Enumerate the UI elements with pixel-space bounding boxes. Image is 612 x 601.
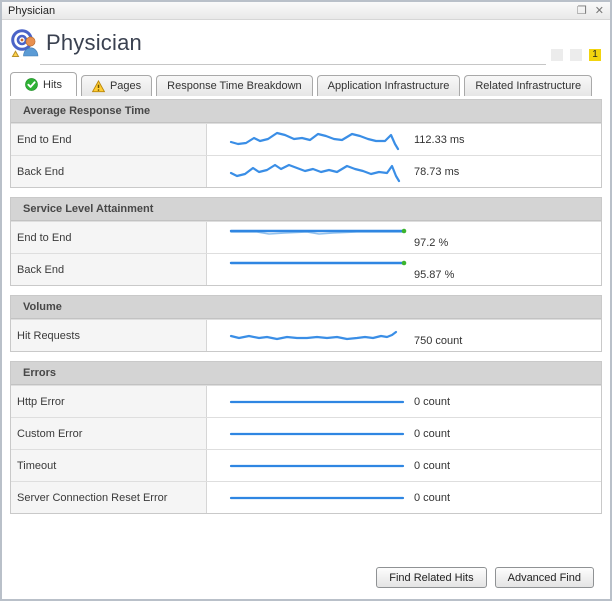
tab-label: Application Infrastructure	[327, 80, 450, 92]
tab-label: Hits	[43, 78, 62, 91]
tab-related-infrastructure[interactable]: Related Infrastructure	[464, 75, 593, 96]
sparkline-chart	[229, 432, 405, 436]
section-errors: Errors Http Error 0 count Custom Error 0…	[10, 361, 602, 514]
metric-value: 78.73 ms	[414, 165, 460, 178]
sparkline-chart	[229, 260, 407, 266]
alert-count-badge[interactable]: 1	[589, 49, 601, 61]
metrics-panel: Average Response Time End to End 112.33 …	[2, 96, 610, 599]
footer: Find Related Hits Advanced Find	[10, 567, 602, 599]
ok-check-icon	[25, 78, 38, 91]
window-title: Physician	[8, 4, 56, 17]
metric-chart-cell: 0 count	[207, 386, 601, 417]
tab-bar: Hits Pages Response Time Breakdown Appli…	[2, 72, 610, 96]
metric-chart-cell: 78.73 ms	[207, 156, 601, 187]
metric-row-end-to-end[interactable]: End to End 112.33 ms	[11, 123, 601, 155]
metric-value: 97.2 %	[414, 237, 449, 249]
window-controls: ❐ ✕	[577, 4, 604, 18]
warning-triangle-icon	[91, 79, 105, 92]
application-icon	[11, 29, 39, 57]
section-average-response-time: Average Response Time End to End 112.33 …	[10, 99, 602, 188]
severity-box-empty	[551, 49, 563, 61]
page-title: Physician	[46, 30, 142, 55]
metric-value: 750 count	[414, 335, 463, 347]
metric-label: End to End	[11, 222, 207, 253]
metric-value: 0 count	[414, 427, 451, 440]
tab-label: Pages	[109, 80, 142, 92]
metric-value: 0 count	[414, 395, 451, 408]
metric-row-http-error[interactable]: Http Error 0 count	[11, 385, 601, 417]
sparkline-chart	[229, 464, 405, 468]
tab-label: Response Time Breakdown	[167, 80, 302, 92]
metric-row-custom-error[interactable]: Custom Error 0 count	[11, 417, 601, 449]
sparkline-chart	[229, 228, 407, 235]
metric-value: 0 count	[414, 491, 451, 504]
section-title: Average Response Time	[11, 100, 601, 123]
severity-indicator-boxes: 1	[551, 49, 601, 61]
metric-value: 0 count	[414, 459, 451, 472]
section-service-level-attainment: Service Level Attainment End to End 97.2…	[10, 197, 602, 286]
section-title: Volume	[11, 296, 601, 319]
metric-label: Hit Requests	[11, 320, 207, 351]
sparkline-chart	[229, 131, 400, 151]
metric-label: Back End	[11, 156, 207, 187]
metric-label: End to End	[11, 124, 207, 155]
metric-chart-cell: 0 count	[207, 418, 601, 449]
metric-label: Back End	[11, 254, 207, 285]
find-related-hits-button[interactable]: Find Related Hits	[376, 567, 487, 588]
tab-application-infrastructure[interactable]: Application Infrastructure	[316, 75, 461, 96]
severity-box-empty	[570, 49, 582, 61]
advanced-find-button[interactable]: Advanced Find	[494, 567, 594, 588]
metric-label: Http Error	[11, 386, 207, 417]
metric-row-back-end[interactable]: Back End 95.87 %	[11, 253, 601, 285]
tab-response-time-breakdown[interactable]: Response Time Breakdown	[156, 75, 313, 96]
metric-chart-cell: 112.33 ms	[207, 124, 601, 155]
titlebar: Physician ❐ ✕	[2, 2, 610, 20]
metric-row-server-connection-reset-error[interactable]: Server Connection Reset Error 0 count	[11, 481, 601, 513]
metric-chart-cell: 97.2 %	[207, 222, 601, 253]
sparkline-chart	[229, 400, 405, 404]
sparkline-chart	[229, 163, 401, 183]
sparkline-chart	[229, 496, 405, 500]
metric-label: Custom Error	[11, 418, 207, 449]
section-title: Errors	[11, 362, 601, 385]
tab-pages[interactable]: Pages	[80, 75, 153, 96]
metric-chart-cell: 0 count	[207, 482, 601, 513]
metric-chart-cell: 750 count	[207, 320, 601, 351]
metric-row-timeout[interactable]: Timeout 0 count	[11, 449, 601, 481]
header: Physician 1	[2, 20, 610, 72]
metric-label: Server Connection Reset Error	[11, 482, 207, 513]
close-icon[interactable]: ✕	[594, 4, 604, 17]
metric-chart-cell: 95.87 %	[207, 254, 601, 285]
metric-chart-cell: 0 count	[207, 450, 601, 481]
tab-label: Related Infrastructure	[475, 80, 582, 92]
section-title: Service Level Attainment	[11, 198, 601, 221]
metric-value: 95.87 %	[414, 269, 455, 281]
maximize-icon[interactable]: ❐	[576, 4, 587, 17]
metric-row-end-to-end[interactable]: End to End 97.2 %	[11, 221, 601, 253]
tab-hits[interactable]: Hits	[10, 72, 77, 96]
section-volume: Volume Hit Requests 750 count	[10, 295, 602, 352]
header-divider	[40, 64, 546, 65]
sparkline-chart	[229, 330, 398, 341]
metric-value: 112.33 ms	[414, 133, 465, 146]
metric-label: Timeout	[11, 450, 207, 481]
metric-row-hit-requests[interactable]: Hit Requests 750 count	[11, 319, 601, 351]
metric-row-back-end[interactable]: Back End 78.73 ms	[11, 155, 601, 187]
